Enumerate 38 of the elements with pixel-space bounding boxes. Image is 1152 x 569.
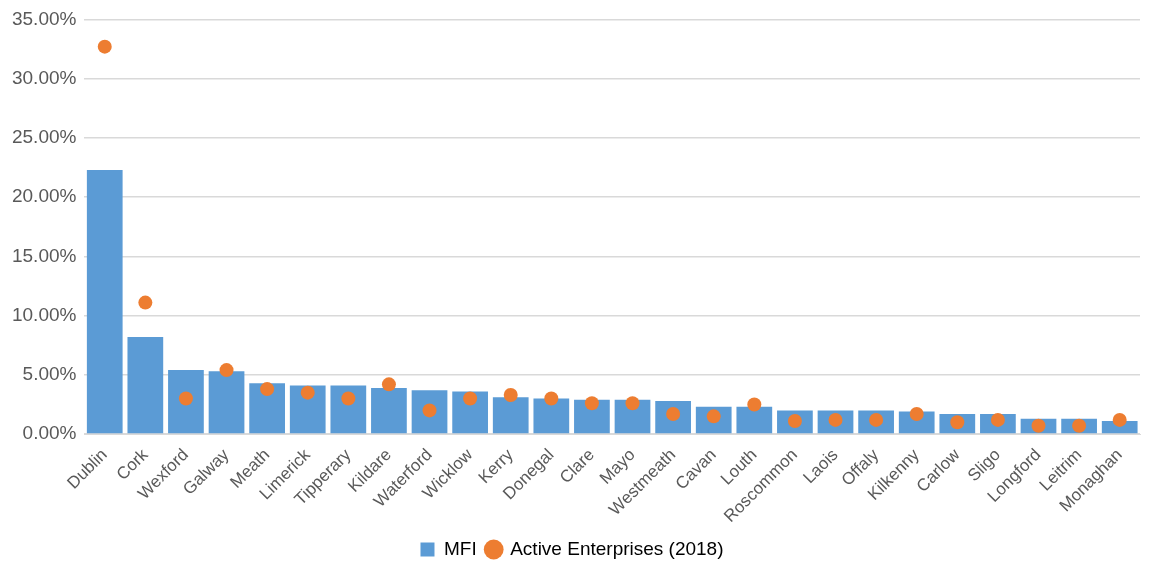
point xyxy=(503,388,518,402)
y-tick-label: 15.00% xyxy=(11,244,77,266)
point xyxy=(260,382,275,397)
point xyxy=(381,377,396,392)
point xyxy=(219,363,234,378)
bar xyxy=(289,385,326,434)
point xyxy=(97,39,112,54)
point xyxy=(178,391,193,406)
y-tick-label: 30.00% xyxy=(11,66,77,88)
point xyxy=(909,406,924,421)
bar xyxy=(736,406,773,434)
point xyxy=(625,396,640,411)
legend-label: MFI xyxy=(443,537,477,559)
legend-label: Active Enterprises (2018) xyxy=(510,537,724,559)
y-tick-label: 20.00% xyxy=(11,185,77,207)
y-tick-label: 10.00% xyxy=(11,303,77,325)
point xyxy=(1112,412,1127,427)
bar xyxy=(533,398,570,434)
bar xyxy=(452,391,488,434)
bar xyxy=(208,371,245,434)
bar xyxy=(492,397,529,434)
point xyxy=(544,391,559,406)
point xyxy=(341,391,356,406)
bar xyxy=(86,169,123,434)
y-tick-label: 35.00% xyxy=(11,7,77,29)
y-tick-label: 25.00% xyxy=(11,126,77,148)
y-tick-label: 0.00% xyxy=(22,422,77,444)
bar xyxy=(168,370,204,434)
bar xyxy=(249,383,285,434)
bar xyxy=(127,336,164,434)
point xyxy=(138,295,153,310)
bar xyxy=(330,385,367,434)
y-tick-label: 5.00% xyxy=(22,363,77,385)
point xyxy=(584,396,599,411)
point xyxy=(463,391,478,406)
bar xyxy=(371,387,407,434)
point xyxy=(747,397,762,412)
point xyxy=(300,385,315,400)
